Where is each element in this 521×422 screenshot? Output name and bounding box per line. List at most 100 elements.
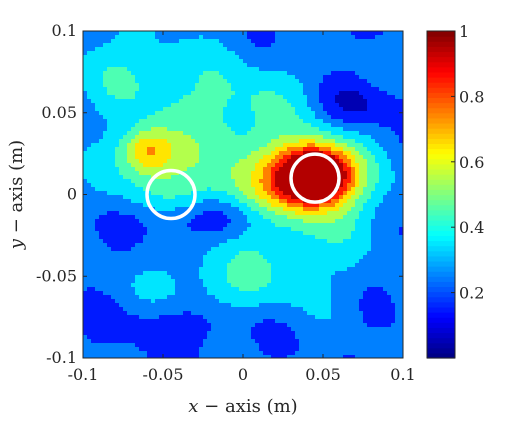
contour-cell	[347, 59, 352, 64]
contour-cell	[375, 199, 380, 204]
contour-cell	[379, 179, 384, 184]
contour-cell	[175, 267, 180, 272]
contour-cell	[167, 195, 172, 200]
contour-cell	[323, 43, 328, 48]
contour-cell	[223, 271, 228, 276]
contour-cell	[379, 87, 384, 92]
contour-cell	[111, 259, 116, 264]
contour-cell	[295, 271, 300, 276]
contour-cell	[99, 211, 104, 216]
contour-cell	[119, 127, 124, 132]
contour-cell	[331, 123, 336, 128]
contour-cell	[175, 35, 180, 40]
contour-cell	[195, 271, 200, 276]
contour-cell	[259, 231, 264, 236]
contour-cell	[247, 239, 252, 244]
contour-cell	[287, 235, 292, 240]
contour-cell	[87, 207, 92, 212]
contour-cell	[275, 187, 280, 192]
contour-cell	[391, 103, 396, 108]
contour-cell	[131, 107, 136, 112]
contour-cell	[195, 255, 200, 260]
contour-cell	[115, 83, 120, 88]
contour-cell	[123, 71, 128, 76]
contour-cell	[339, 187, 344, 192]
contour-cell	[111, 55, 116, 60]
contour-cell	[311, 47, 316, 52]
contour-cell	[175, 263, 180, 268]
contour-cell	[287, 159, 292, 164]
contour-cell	[199, 219, 204, 224]
contour-cell	[335, 199, 340, 204]
contour-cell	[147, 87, 152, 92]
contour-cell	[291, 91, 296, 96]
contour-cell	[275, 39, 280, 44]
contour-cell	[363, 135, 368, 140]
contour-cell	[83, 215, 88, 220]
contour-cell	[207, 131, 212, 136]
contour-cell	[231, 151, 236, 156]
contour-cell	[235, 219, 240, 224]
contour-cell	[295, 135, 300, 140]
contour-cell	[123, 151, 128, 156]
contour-cell	[143, 63, 148, 68]
contour-cell	[239, 99, 244, 104]
contour-cell	[247, 67, 252, 72]
contour-cell	[115, 139, 120, 144]
contour-cell	[251, 91, 256, 96]
contour-cell	[211, 79, 216, 84]
contour-cell	[379, 211, 384, 216]
contour-cell	[371, 35, 376, 40]
contour-cell	[119, 279, 124, 284]
contour-cell	[211, 227, 216, 232]
contour-cell	[227, 119, 232, 124]
contour-cell	[319, 187, 324, 192]
contour-cell	[175, 255, 180, 260]
contour-cell	[395, 175, 400, 180]
contour-cell	[123, 55, 128, 60]
contour-cell	[235, 71, 240, 76]
contour-cell	[187, 259, 192, 264]
contour-cell	[279, 239, 284, 244]
contour-cell	[307, 63, 312, 68]
contour-cell	[307, 243, 312, 248]
contour-cell	[131, 207, 136, 212]
contour-cell	[251, 267, 256, 272]
contour-cell	[283, 215, 288, 220]
contour-cell	[183, 151, 188, 156]
contour-cell	[399, 135, 404, 140]
contour-cell	[283, 95, 288, 100]
contour-cell	[115, 123, 120, 128]
contour-cell	[239, 195, 244, 200]
contour-cell	[167, 223, 172, 228]
contour-cell	[279, 207, 284, 212]
contour-cell	[199, 91, 204, 96]
contour-cell	[379, 207, 384, 212]
contour-cell	[103, 83, 108, 88]
contour-cell	[99, 263, 104, 268]
contour-cell	[183, 139, 188, 144]
contour-cell	[375, 219, 380, 224]
contour-cell	[179, 67, 184, 72]
contour-cell	[375, 115, 380, 120]
contour-cell	[335, 63, 340, 68]
contour-cell	[251, 207, 256, 212]
contour-cell	[359, 179, 364, 184]
contour-cell	[279, 223, 284, 228]
contour-cell	[331, 131, 336, 136]
contour-cell	[391, 79, 396, 84]
contour-cell	[375, 135, 380, 140]
contour-cell	[391, 107, 396, 112]
contour-cell	[395, 203, 400, 208]
contour-cell	[139, 103, 144, 108]
contour-cell	[211, 211, 216, 216]
contour-cell	[87, 187, 92, 192]
contour-cell	[163, 91, 168, 96]
contour-cell	[131, 219, 136, 224]
contour-cell	[103, 183, 108, 188]
contour-cell	[391, 155, 396, 160]
contour-cell	[215, 175, 220, 180]
contour-cell	[263, 167, 268, 172]
contour-cell	[187, 143, 192, 148]
contour-cell	[207, 47, 212, 52]
